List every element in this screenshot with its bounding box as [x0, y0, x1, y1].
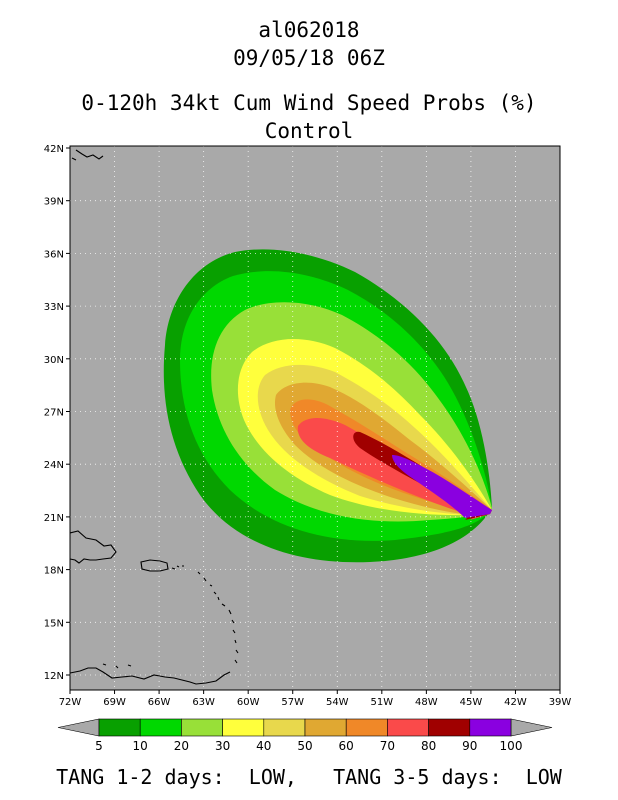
lon-tick-label: 72W	[59, 697, 82, 708]
lon-tick-label: 63W	[192, 697, 215, 708]
probability-contour-90	[392, 455, 492, 518]
legend-swatch	[98, 718, 141, 737]
lon-tick-label: 39W	[549, 697, 572, 708]
lon-tick-label: 51W	[371, 697, 394, 708]
lat-tick-label: 33N	[44, 302, 64, 313]
product-title: 0-120h 34kt Cum Wind Speed Probs (%)	[81, 91, 537, 115]
lat-tick-label: 21N	[44, 513, 64, 524]
legend-swatch	[304, 718, 347, 737]
lat-tick-label: 27N	[44, 408, 64, 419]
color-legend: 5 10 20 30 40 50 60 70 80 90 100	[57, 718, 553, 753]
legend-swatch	[139, 718, 182, 737]
lon-tick-label: 54W	[326, 697, 349, 708]
legend-label: 60	[339, 739, 354, 753]
legend-label: 5	[95, 739, 103, 753]
lat-tick-label: 39N	[44, 197, 64, 208]
run-title: Control	[264, 119, 354, 143]
lat-tick-label: 18N	[44, 566, 64, 577]
storm-id-title: al062018	[258, 18, 360, 42]
longitude-labels: 72W 69W 66W 63W 60W 57W 54W 51W 48W 45W 42W 39W	[59, 690, 572, 708]
legend-swatch	[428, 718, 471, 737]
puerto-rico-coastline	[140, 559, 169, 572]
legend-over-arrow	[510, 718, 553, 737]
hispaniola-coastline	[70, 530, 117, 564]
legend-label: 40	[256, 739, 271, 753]
legend-label: 50	[297, 739, 312, 753]
gridlines	[70, 146, 560, 690]
nova-scotia-coastline	[71, 149, 104, 161]
probability-map: 12N 15N 18N 21N 24N 27N 30N 33N 36N 39N 42N 72W 69W…	[44, 144, 572, 708]
virgin-islands-coastline	[171, 565, 184, 570]
coastlines	[70, 149, 239, 685]
lon-tick-label: 57W	[281, 697, 304, 708]
legend-label: 30	[215, 739, 230, 753]
probability-contours	[163, 249, 493, 563]
legend-label: 100	[500, 739, 523, 753]
lon-tick-label: 66W	[148, 697, 171, 708]
lat-tick-label: 15N	[44, 618, 64, 629]
legend-swatch	[345, 718, 388, 737]
legend-label: 10	[133, 739, 148, 753]
legend-swatch	[222, 718, 265, 737]
map-frame	[69, 145, 561, 691]
legend-label: 20	[174, 739, 189, 753]
lat-tick-label: 24N	[44, 460, 64, 471]
lat-tick-label: 30N	[44, 355, 64, 366]
legend-swatch	[181, 718, 223, 737]
lat-tick-label: 42N	[44, 144, 64, 155]
datetime-title: 09/05/18 06Z	[233, 46, 385, 70]
legend-label: 70	[380, 739, 395, 753]
lon-tick-label: 45W	[460, 697, 483, 708]
lon-tick-label: 42W	[504, 697, 527, 708]
legend-label: 90	[462, 739, 477, 753]
tang-footer: TANG 1-2 days: LOW, TANG 3-5 days: LOW	[56, 765, 562, 789]
lat-tick-label: 36N	[44, 249, 64, 260]
lon-tick-label: 60W	[237, 697, 260, 708]
lat-tick-label: 12N	[44, 671, 64, 682]
legend-swatch	[469, 718, 512, 737]
legend-swatch	[387, 718, 429, 737]
venezuela-coastline	[70, 663, 231, 685]
legend-label: 80	[421, 739, 436, 753]
lon-tick-label: 69W	[103, 697, 126, 708]
legend-under-arrow	[57, 718, 100, 737]
lon-tick-label: 48W	[415, 697, 438, 708]
legend-swatch	[263, 718, 306, 737]
lesser-antilles-coastline	[197, 571, 239, 664]
latitude-labels: 12N 15N 18N 21N 24N 27N 30N 33N 36N 39N 42N	[44, 144, 70, 682]
